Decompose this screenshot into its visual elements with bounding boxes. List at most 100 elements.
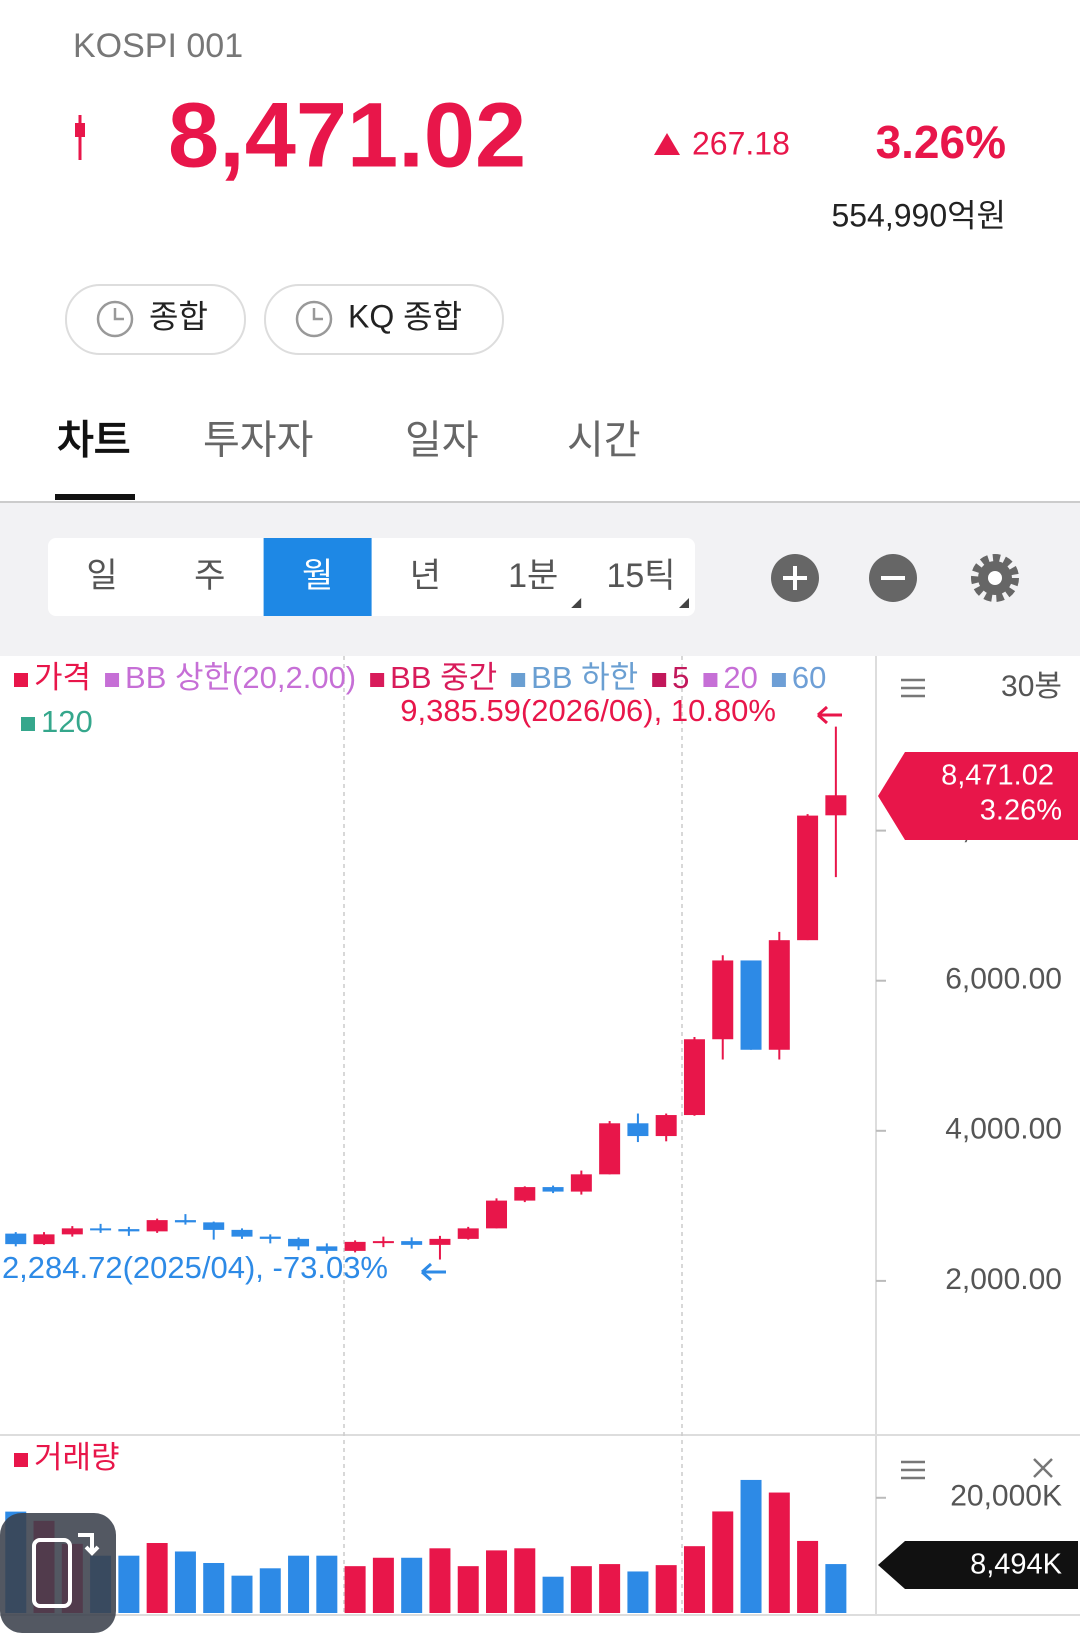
legend-swatch [14, 1453, 28, 1467]
panel-menu[interactable] [901, 678, 925, 698]
period-button[interactable]: 15틱 [606, 557, 689, 608]
candle-body [203, 1222, 225, 1230]
tab[interactable]: 투자자 [203, 419, 313, 463]
close-x [1033, 1458, 1053, 1478]
volume-bar [570, 1566, 592, 1613]
volume-bar [627, 1571, 649, 1613]
up-icon [75, 115, 85, 160]
volume-bar [655, 1565, 677, 1613]
floating-rotate-button[interactable] [0, 1513, 116, 1633]
candle-body [61, 1228, 83, 1235]
volume-bar [429, 1548, 451, 1613]
candle-body [344, 1241, 366, 1251]
tab[interactable]: 차트 [57, 419, 131, 463]
candle-body [118, 1229, 140, 1232]
chip[interactable]: 종합 [65, 284, 246, 355]
y-tick-label: 20,000K [950, 1480, 1062, 1513]
tag-shape [878, 1541, 1078, 1589]
legend-item: 가격 [14, 660, 91, 695]
panel-close[interactable] [1033, 1458, 1053, 1478]
candle-body [486, 1200, 508, 1229]
chip-frame [264, 284, 504, 355]
tag-volume: 8,494K [970, 1549, 1063, 1581]
clock-hands [312, 308, 323, 321]
candle-body [401, 1241, 423, 1245]
candle-body [712, 960, 734, 1040]
candle-body [174, 1220, 196, 1223]
panel-menu[interactable] [901, 1460, 925, 1480]
zoom-out[interactable] [869, 554, 917, 602]
icon-body [75, 123, 85, 137]
volume-bar [457, 1566, 479, 1613]
settings[interactable] [971, 554, 1019, 602]
max-label: 9,385.59(2026/06), 10.80% [400, 693, 776, 728]
zoom-in[interactable] [771, 554, 819, 602]
dropdown-mark [571, 598, 582, 608]
candle-body [655, 1115, 677, 1137]
period-button[interactable]: 1분 [508, 557, 582, 608]
max-arrow [817, 705, 842, 725]
period-button[interactable]: 월 [263, 538, 372, 616]
volume-bar [542, 1576, 564, 1613]
change-rate: 3.26% [876, 116, 1006, 168]
volume-bar [401, 1557, 423, 1613]
legend-item: 60 [771, 660, 826, 695]
legend-item: BB 중간 [370, 660, 497, 695]
tab-underline [55, 494, 135, 500]
candle-body [288, 1238, 310, 1247]
legend-label: 5 [672, 660, 689, 695]
price-tag: 8,471.023.26% [878, 752, 1078, 840]
plus [783, 566, 807, 590]
y-tick-label: 4,000.00 [945, 1113, 1062, 1146]
volume-bar [486, 1550, 508, 1613]
volume-bar [825, 1564, 847, 1613]
legend-label: 60 [792, 660, 826, 695]
period-label: 1분 [508, 557, 558, 595]
candle-body [627, 1123, 649, 1137]
gear-teeth [971, 554, 1019, 602]
chip-label: KQ 종합 [348, 298, 462, 334]
tab[interactable]: 시간 [567, 419, 641, 463]
period-label: 년 [410, 557, 441, 595]
legend-swatch [771, 673, 786, 687]
legend-swatch [703, 673, 718, 687]
volume-bar [259, 1568, 281, 1613]
y-tick-label: 6,000.00 [945, 963, 1062, 996]
candle-body [457, 1228, 479, 1239]
phone-outline [32, 1538, 72, 1608]
candle-body [33, 1234, 55, 1245]
legend-label: 20 [723, 660, 757, 695]
up-triangle [654, 133, 680, 155]
candle-body [231, 1229, 253, 1237]
legend-swatch [105, 673, 120, 687]
period-button[interactable]: 일 [86, 557, 117, 595]
market-code: KOSPI 001 [73, 27, 243, 65]
volume-tag: 8,494K [878, 1541, 1078, 1589]
legend-item: 20 [703, 660, 758, 695]
y-tick-label: 2,000.00 [945, 1263, 1062, 1296]
min-label: 2,284.72(2025/04), -73.03% [2, 1250, 388, 1285]
dropdown-mark [679, 598, 689, 608]
volume-bar [174, 1551, 196, 1613]
candle-body [429, 1238, 451, 1245]
clock-icon [295, 300, 333, 338]
candle-body [683, 1039, 705, 1116]
candle-body [90, 1228, 112, 1231]
volume-bar [344, 1566, 366, 1613]
legend-swatch [21, 717, 35, 731]
legend-swatch [652, 673, 667, 687]
period-button[interactable]: 주 [194, 557, 225, 595]
legend-label: BB 상한(20,2.00) [125, 660, 356, 695]
candle-body [146, 1220, 168, 1232]
period-button[interactable]: 년 [410, 557, 441, 595]
clock-hands [113, 308, 124, 321]
legend-item: BB 하한 [511, 660, 638, 695]
chip[interactable]: KQ 종합 [264, 284, 504, 355]
volume-bar [712, 1511, 734, 1613]
legend-label: 120 [41, 704, 93, 739]
tab[interactable]: 일자 [405, 419, 479, 463]
volume-bar [372, 1557, 394, 1613]
candle-body [542, 1187, 564, 1192]
legend-item: 5 [652, 660, 689, 695]
